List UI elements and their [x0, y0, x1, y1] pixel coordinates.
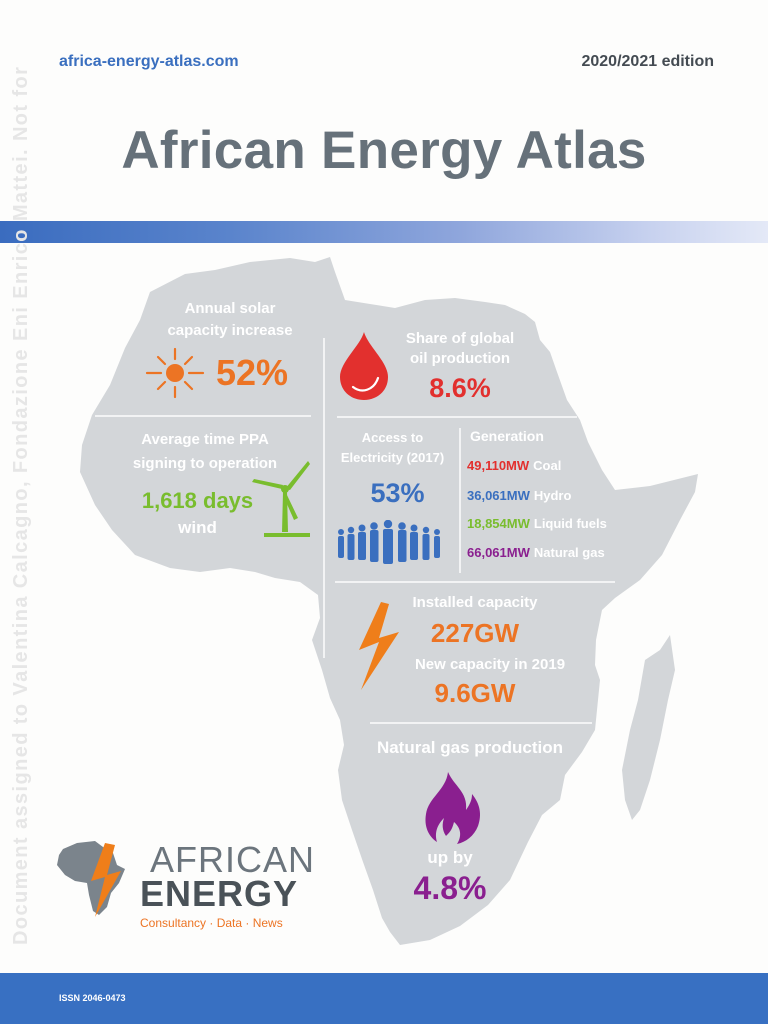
page-title: African Energy Atlas: [121, 121, 647, 180]
new-capacity-label: New capacity in 2019: [414, 656, 566, 673]
divider: [337, 416, 577, 418]
africa-map-infographic: Annual solar capacity increase 52% Share…: [0, 240, 768, 960]
oil-label: Share of global oil production: [405, 330, 515, 367]
generation-row-coal: 49,110MW Coal: [467, 458, 562, 473]
access-value: 53%: [370, 478, 425, 508]
oil-value: 8.6%: [429, 373, 491, 403]
generation-row-natural-gas: 66,061MW Natural gas: [467, 545, 605, 560]
gas-sublabel: up by: [427, 848, 473, 867]
african-energy-logo: AFRICAN ENERGY Consultancy · Data · News: [55, 835, 315, 935]
ppa-value: 1,618 days: [141, 488, 254, 513]
edition-label: 2020/2021 edition: [581, 53, 714, 70]
footer-bar: ISSN 2046-0473: [0, 973, 768, 1024]
oil-drop-icon: [340, 332, 388, 400]
access-label: Access to Electricity (2017): [340, 430, 445, 465]
flame-icon: [425, 772, 480, 844]
gas-label: Natural gas production: [376, 738, 564, 757]
divider: [95, 415, 311, 417]
solar-label: Annual solar capacity increase: [167, 300, 293, 339]
people-icon: [338, 520, 440, 564]
divider: [459, 428, 461, 573]
divider: [323, 338, 325, 658]
capacity-label: Installed capacity: [412, 594, 538, 611]
capacity-value: 227GW: [430, 618, 520, 648]
wind-turbine-icon: [252, 461, 310, 537]
site-link[interactable]: africa-energy-atlas.com: [59, 53, 239, 70]
generation-row-hydro: 36,061MW Hydro: [467, 488, 572, 503]
generation-title: Generation: [470, 428, 544, 444]
logo-line1: AFRICAN: [150, 839, 316, 880]
sun-icon: [145, 347, 205, 399]
new-capacity-value: 9.6GW: [434, 678, 516, 708]
logo-line2: ENERGY: [140, 873, 299, 914]
divider: [335, 581, 615, 583]
header-gradient-bar: [0, 221, 768, 243]
divider: [370, 722, 592, 724]
issn-label: ISSN 2046-0473: [59, 993, 126, 1003]
generation-row-liquid-fuels: 18,854MW Liquid fuels: [467, 516, 607, 531]
watermark-text: Document assigned to Valentina Calcagno,…: [10, 65, 32, 945]
ppa-sublabel: wind: [178, 518, 217, 537]
africa-map-shape: [80, 257, 698, 945]
africa-logo-icon: [57, 841, 125, 917]
ppa-label: Average time PPA signing to operation: [132, 431, 278, 472]
lightning-icon: [359, 602, 399, 690]
logo-tagline: Consultancy · Data · News: [140, 916, 283, 930]
solar-value: 52%: [216, 352, 289, 393]
gas-value: 4.8%: [413, 870, 487, 906]
